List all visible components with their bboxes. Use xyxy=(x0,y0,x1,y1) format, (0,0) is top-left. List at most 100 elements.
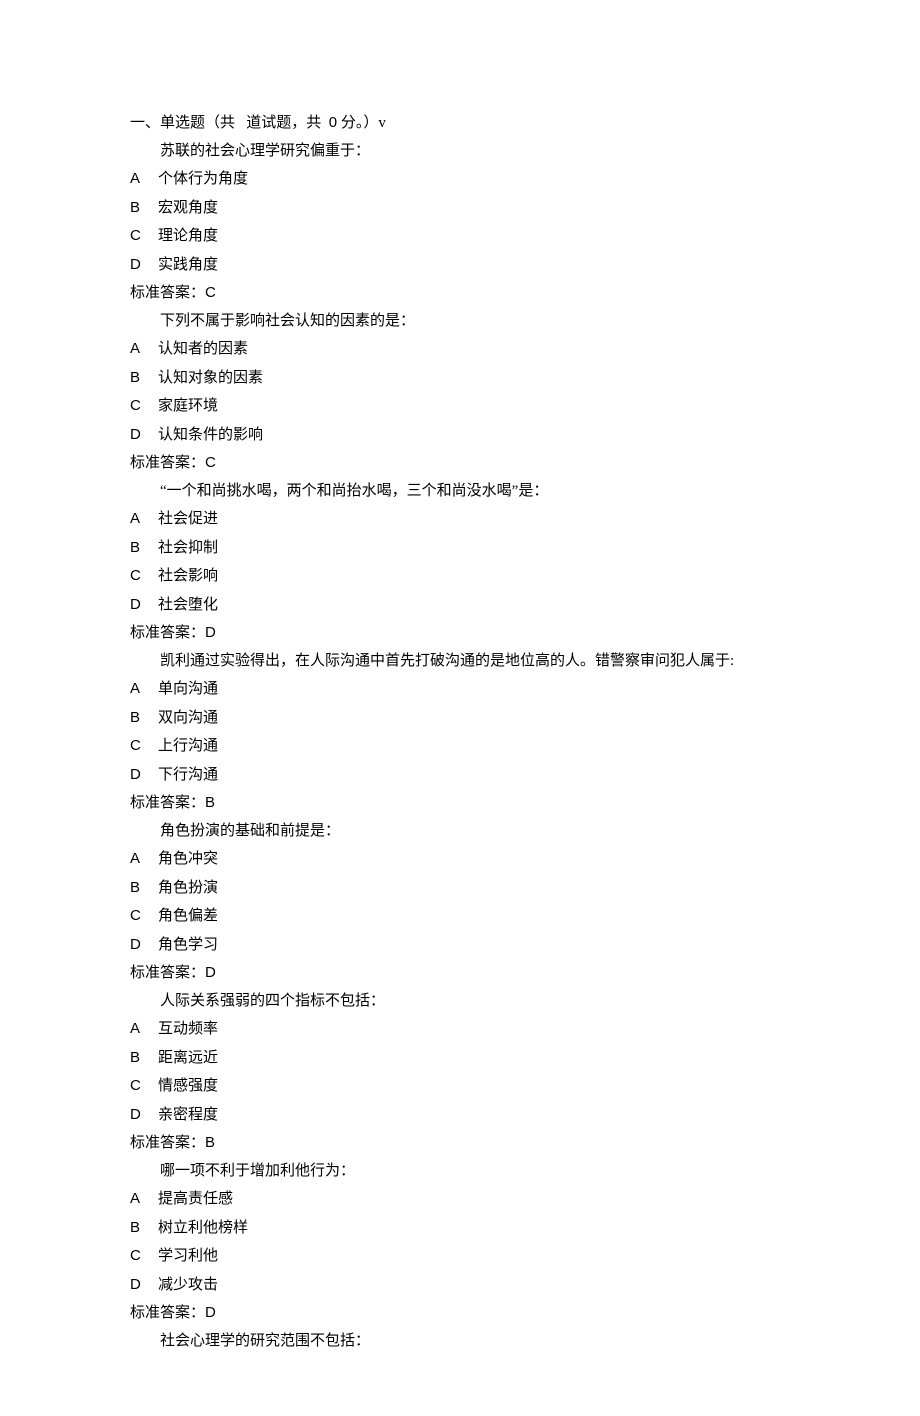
answer: 标准答案：B xyxy=(130,790,790,817)
option-text: 减少攻击 xyxy=(158,1277,218,1293)
option: D亲密程度 xyxy=(130,1102,790,1129)
question-text: 哪一项不利于增加利他行为： xyxy=(130,1159,790,1185)
option-text: 社会影响 xyxy=(158,568,218,584)
question-text: 人际关系强弱的四个指标不包括： xyxy=(130,989,790,1015)
option: A互动频率 xyxy=(130,1016,790,1043)
option-text: 理论角度 xyxy=(158,228,218,244)
option-text: 情感强度 xyxy=(158,1078,218,1094)
option-letter: C xyxy=(130,393,158,419)
option-text: 角色偏差 xyxy=(158,908,218,924)
option-letter: D xyxy=(130,1102,158,1128)
option-text: 距离远近 xyxy=(158,1050,218,1066)
answer: 标准答案：D xyxy=(130,620,790,647)
option-text: 个体行为角度 xyxy=(158,171,248,187)
answer-label: 标准答案： xyxy=(130,455,205,471)
option-text: 下行沟通 xyxy=(158,767,218,783)
answer-label: 标准答案： xyxy=(130,965,205,981)
answer: 标准答案：C xyxy=(130,280,790,307)
option: D角色学习 xyxy=(130,932,790,959)
option-letter: A xyxy=(130,336,158,362)
answer-label: 标准答案： xyxy=(130,285,205,301)
option: C家庭环境 xyxy=(130,393,790,420)
option-text: 上行沟通 xyxy=(158,738,218,754)
question-text: 下列不属于影响社会认知的因素的是： xyxy=(130,309,790,335)
option-text: 角色学习 xyxy=(158,937,218,953)
option: B双向沟通 xyxy=(130,705,790,732)
option: C社会影响 xyxy=(130,563,790,590)
header-suffix: 分。）v xyxy=(341,115,386,131)
question-text: 苏联的社会心理学研究偏重于： xyxy=(130,139,790,165)
option-letter: B xyxy=(130,1045,158,1071)
option: A单向沟通 xyxy=(130,676,790,703)
answer: 标准答案：D xyxy=(130,1300,790,1327)
option-letter: B xyxy=(130,195,158,221)
question-text: 凯利通过实验得出，在人际沟通中首先打破沟通的是地位高的人。错警察审问犯人属于: xyxy=(130,649,790,675)
option-text: 互动频率 xyxy=(158,1021,218,1037)
option: A角色冲突 xyxy=(130,846,790,873)
option-text: 认知者的因素 xyxy=(158,341,248,357)
answer: 标准答案：B xyxy=(130,1130,790,1157)
option-text: 社会抑制 xyxy=(158,540,218,556)
option: A社会促进 xyxy=(130,506,790,533)
section-header: 一、单选题（共 道试题，共 0 分。）v xyxy=(130,110,790,137)
option: C学习利他 xyxy=(130,1243,790,1270)
option: B社会抑制 xyxy=(130,535,790,562)
option-letter: C xyxy=(130,903,158,929)
option-letter: B xyxy=(130,705,158,731)
option-letter: D xyxy=(130,422,158,448)
option-letter: B xyxy=(130,365,158,391)
option: C理论角度 xyxy=(130,223,790,250)
option: B树立利他榜样 xyxy=(130,1215,790,1242)
answer-value: D xyxy=(205,1304,216,1321)
option-text: 学习利他 xyxy=(158,1248,218,1264)
answer-value: B xyxy=(205,1134,215,1151)
option: A认知者的因素 xyxy=(130,336,790,363)
option: D下行沟通 xyxy=(130,762,790,789)
option: C情感强度 xyxy=(130,1073,790,1100)
option-text: 单向沟通 xyxy=(158,681,218,697)
option-text: 角色冲突 xyxy=(158,851,218,867)
option-letter: B xyxy=(130,875,158,901)
option-letter: A xyxy=(130,506,158,532)
option-letter: D xyxy=(130,592,158,618)
option-text: 树立利他榜样 xyxy=(158,1220,248,1236)
option-letter: A xyxy=(130,676,158,702)
option-letter: C xyxy=(130,223,158,249)
option-text: 亲密程度 xyxy=(158,1107,218,1123)
answer-value: D xyxy=(205,964,216,981)
question-text: “一个和尚挑水喝，两个和尚抬水喝，三个和尚没水喝”是： xyxy=(130,479,790,505)
answer: 标准答案：C xyxy=(130,450,790,477)
option-letter: B xyxy=(130,1215,158,1241)
answer-label: 标准答案： xyxy=(130,625,205,641)
option: C角色偏差 xyxy=(130,903,790,930)
option-letter: A xyxy=(130,1016,158,1042)
option-letter: C xyxy=(130,733,158,759)
header-middle: 道试题，共 xyxy=(246,115,321,131)
option-letter: C xyxy=(130,563,158,589)
answer-label: 标准答案： xyxy=(130,795,205,811)
option-text: 社会促进 xyxy=(158,511,218,527)
option: B角色扮演 xyxy=(130,875,790,902)
answer-value: D xyxy=(205,624,216,641)
option-letter: A xyxy=(130,1186,158,1212)
header-prefix: 一、单选题（共 xyxy=(130,115,235,131)
option-letter: B xyxy=(130,535,158,561)
option: D实践角度 xyxy=(130,252,790,279)
answer-label: 标准答案： xyxy=(130,1135,205,1151)
option-letter: D xyxy=(130,252,158,278)
option-letter: C xyxy=(130,1073,158,1099)
option-text: 实践角度 xyxy=(158,257,218,273)
option: B距离远近 xyxy=(130,1045,790,1072)
option-text: 家庭环境 xyxy=(158,398,218,414)
option: C上行沟通 xyxy=(130,733,790,760)
question-text: 社会心理学的研究范围不包括： xyxy=(130,1329,790,1355)
option: B宏观角度 xyxy=(130,195,790,222)
question-text: 角色扮演的基础和前提是： xyxy=(130,819,790,845)
option-text: 双向沟通 xyxy=(158,710,218,726)
option: D社会堕化 xyxy=(130,592,790,619)
answer-label: 标准答案： xyxy=(130,1305,205,1321)
option: A个体行为角度 xyxy=(130,166,790,193)
header-score: 0 xyxy=(329,114,337,131)
option-letter: C xyxy=(130,1243,158,1269)
option-letter: D xyxy=(130,762,158,788)
